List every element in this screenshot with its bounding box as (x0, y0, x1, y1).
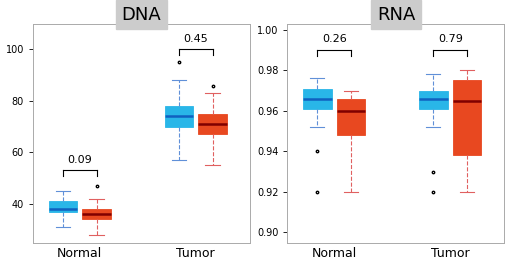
Title: RNA: RNA (376, 6, 414, 24)
Text: 0.26: 0.26 (321, 34, 346, 44)
PathPatch shape (336, 99, 364, 135)
PathPatch shape (48, 201, 77, 212)
PathPatch shape (198, 114, 227, 134)
Title: DNA: DNA (121, 6, 161, 24)
PathPatch shape (164, 106, 193, 127)
Text: 0.79: 0.79 (437, 34, 462, 44)
Text: 0.09: 0.09 (67, 155, 92, 165)
PathPatch shape (302, 89, 331, 109)
PathPatch shape (452, 80, 480, 155)
Text: 0.45: 0.45 (183, 34, 208, 44)
PathPatch shape (82, 209, 110, 219)
PathPatch shape (418, 91, 447, 109)
